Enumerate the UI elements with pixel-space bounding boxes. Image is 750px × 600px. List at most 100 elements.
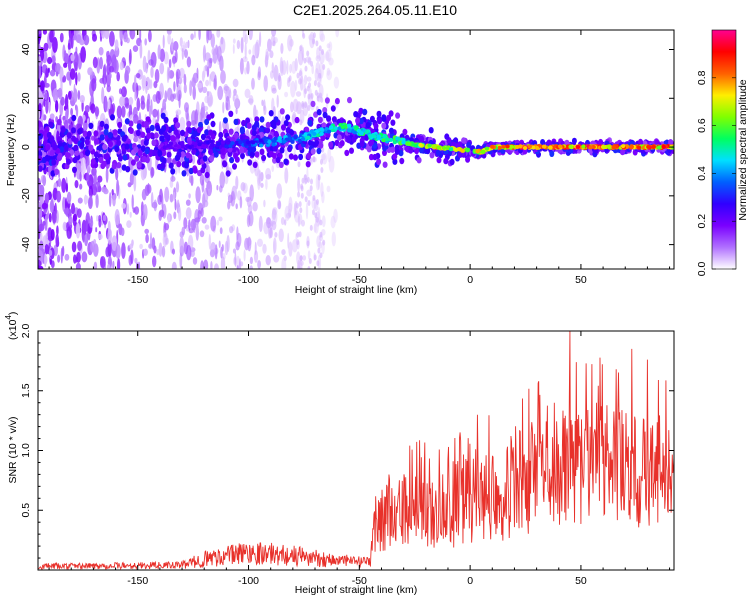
heatmap-cell — [246, 122, 252, 129]
x-tick-label: -50 — [352, 575, 367, 587]
heatmap-cell — [249, 265, 253, 269]
heatmap-cell — [56, 237, 59, 247]
heatmap-cell — [366, 146, 372, 153]
heatmap-cell — [320, 167, 324, 173]
heatmap-cell — [98, 156, 104, 164]
heatmap-cell — [79, 95, 85, 103]
heatmap-cell — [172, 191, 176, 202]
heatmap-cell — [281, 249, 286, 256]
heatmap-cell — [232, 43, 235, 55]
heatmap-cell — [268, 110, 274, 117]
heatmap-cell — [93, 151, 99, 158]
heatmap-cell — [317, 206, 321, 216]
heatmap-cell — [65, 197, 67, 211]
heatmap-cell — [105, 158, 111, 165]
heatmap-cell — [192, 85, 196, 100]
heatmap-cell — [79, 171, 82, 182]
heatmap-cell — [568, 144, 573, 149]
heatmap-cell — [331, 116, 337, 123]
heatmap-cell — [67, 230, 70, 239]
heatmap-cell — [407, 142, 412, 146]
heatmap-cell — [300, 192, 304, 199]
heatmap-cell — [598, 138, 604, 146]
heatmap-cell — [427, 143, 432, 148]
heatmap-cell — [418, 147, 424, 154]
heatmap-cell — [151, 201, 158, 209]
heatmap-cell — [88, 122, 94, 129]
svg-text:(x104): (x104) — [4, 312, 19, 340]
heatmap-cell — [56, 190, 62, 203]
heatmap-cell — [300, 137, 306, 141]
heatmap-cell — [90, 135, 95, 141]
heatmap-cell — [136, 97, 141, 112]
heatmap-cell — [48, 101, 51, 114]
heatmap-cell — [87, 67, 93, 76]
heatmap-cell — [137, 261, 141, 269]
heatmap-cell — [201, 179, 205, 193]
heatmap-cell — [377, 117, 382, 125]
heatmap-cell — [130, 159, 136, 166]
heatmap-cell — [297, 176, 300, 193]
heatmap-cell — [214, 263, 219, 269]
heatmap-cell — [108, 99, 111, 110]
heatmap-cell — [152, 149, 158, 156]
heatmap-cell — [322, 64, 326, 70]
heatmap-cell — [281, 124, 286, 131]
heatmap-cell — [188, 219, 191, 231]
heatmap-cell — [358, 117, 364, 125]
heatmap-cell — [318, 241, 322, 249]
heatmap-cell — [320, 182, 324, 198]
heatmap-cell — [276, 183, 283, 200]
heatmap-cell — [228, 144, 233, 148]
heatmap-cell — [191, 76, 196, 88]
heatmap-cell — [83, 34, 90, 46]
heatmap-cell — [235, 203, 238, 210]
heatmap-cell — [303, 74, 308, 85]
heatmap-cell — [140, 131, 146, 138]
heatmap-cell — [271, 87, 277, 94]
heatmap-cell — [93, 261, 98, 269]
heatmap-cell — [169, 193, 174, 203]
heatmap-cell — [317, 247, 321, 254]
heatmap-cell — [390, 119, 396, 126]
heatmap-cell — [185, 152, 191, 159]
heatmap-cell — [248, 30, 253, 41]
heatmap-cell — [44, 154, 50, 162]
heatmap-cell — [224, 144, 229, 149]
heatmap-cell — [150, 51, 157, 68]
heatmap-cell — [129, 243, 134, 249]
heatmap-cell — [269, 50, 274, 59]
heatmap-cell — [63, 62, 68, 68]
heatmap-cell — [306, 76, 312, 82]
heatmap-cell — [97, 175, 103, 183]
heatmap-cell — [308, 82, 311, 89]
heatmap-cell — [89, 218, 94, 228]
heatmap-cell — [274, 232, 278, 238]
heatmap-cell — [150, 167, 155, 177]
heatmap-cell — [211, 47, 217, 56]
heatmap-cell — [185, 41, 189, 49]
heatmap-cell — [126, 220, 132, 229]
heatmap-cell — [63, 144, 69, 152]
heatmap-cell — [296, 251, 301, 265]
heatmap-cell — [294, 79, 298, 92]
heatmap-cell — [295, 202, 299, 209]
heatmap-cell — [299, 255, 303, 262]
heatmap-cell — [144, 228, 149, 234]
heatmap-cell — [38, 204, 43, 220]
heatmap-cell — [210, 242, 217, 257]
heatmap-cell — [307, 105, 311, 111]
heatmap-cell — [259, 31, 262, 47]
heatmap-cell — [90, 158, 96, 165]
heatmap-cell — [278, 228, 284, 243]
heatmap-cell — [88, 144, 94, 151]
heatmap-cell — [271, 139, 277, 144]
heatmap-cell — [448, 147, 454, 152]
heatmap-cell — [303, 132, 308, 137]
heatmap-cell — [253, 104, 257, 120]
heatmap-cell — [303, 174, 307, 181]
heatmap-cell — [148, 243, 153, 249]
heatmap-cell — [353, 126, 359, 130]
heatmap-cell — [38, 109, 41, 119]
heatmap-cell — [275, 156, 281, 164]
